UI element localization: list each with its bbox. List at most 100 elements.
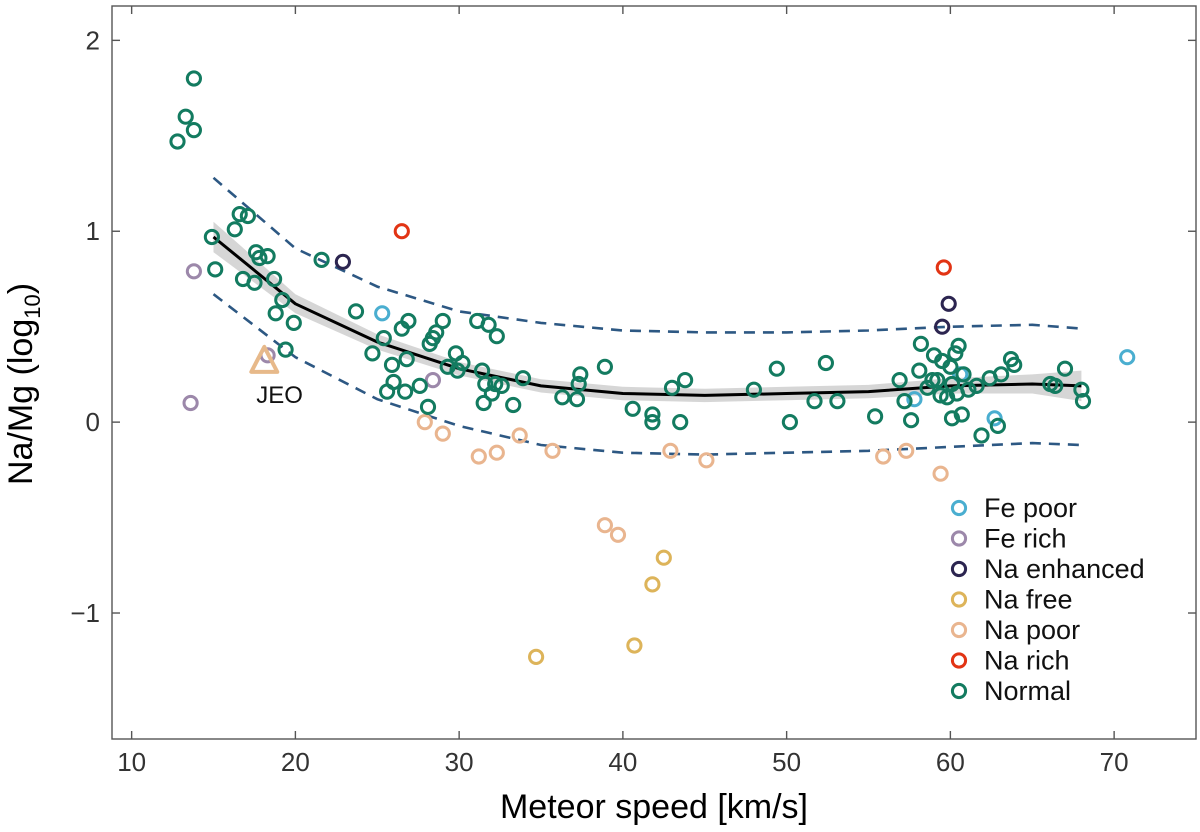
point-normal xyxy=(428,324,445,341)
point-normal xyxy=(185,70,202,87)
point-normal xyxy=(439,358,456,375)
point-normal xyxy=(347,303,365,320)
point-normal xyxy=(1006,356,1023,373)
x-tick-label: 30 xyxy=(445,747,474,777)
point-normal xyxy=(226,221,243,238)
point-normal xyxy=(993,366,1010,383)
y-axis-label: Na/Mg (log10) xyxy=(2,283,45,485)
x-tick-label: 70 xyxy=(1100,747,1129,777)
data-points-layer xyxy=(169,70,1136,666)
point-normal xyxy=(942,358,959,375)
legend-marker-fe-rich xyxy=(950,530,968,547)
point-normal xyxy=(955,366,972,383)
point-normal xyxy=(960,381,977,398)
point-na-enhanced xyxy=(334,253,351,270)
plot-frame xyxy=(111,5,1197,740)
point-normal xyxy=(505,396,522,414)
point-normal xyxy=(207,261,224,278)
point-na-poor xyxy=(932,465,949,482)
point-na-poor xyxy=(898,442,915,459)
x-tick-label: 20 xyxy=(281,747,310,777)
legend-marker-na-enhanced xyxy=(950,560,968,578)
point-normal xyxy=(239,207,256,225)
point-fe-poor xyxy=(986,410,1003,427)
point-normal xyxy=(568,391,586,408)
point-normal xyxy=(185,122,202,139)
point-normal xyxy=(383,356,401,373)
point-normal xyxy=(169,133,186,150)
point-na-poor xyxy=(662,442,679,459)
point-normal xyxy=(251,249,268,267)
point-normal xyxy=(313,251,330,268)
point-normal xyxy=(911,362,928,379)
x-tick-label: 50 xyxy=(772,747,801,777)
point-normal xyxy=(480,316,497,333)
x-tick-label: 60 xyxy=(936,747,965,777)
point-normal xyxy=(1073,381,1090,398)
point-na-rich xyxy=(393,223,410,240)
x-tick-label: 40 xyxy=(608,747,637,777)
point-normal xyxy=(939,389,956,406)
point-normal xyxy=(475,394,492,412)
point-normal xyxy=(912,335,930,352)
point-na-poor xyxy=(470,448,487,465)
point-na-enhanced xyxy=(940,295,957,312)
point-normal xyxy=(644,414,661,431)
point-normal xyxy=(896,393,913,410)
point-normal xyxy=(411,377,428,394)
point-normal xyxy=(454,354,471,372)
point-normal xyxy=(375,330,392,347)
point-na-poor xyxy=(511,427,528,444)
point-normal xyxy=(364,345,381,362)
point-normal xyxy=(903,412,920,429)
legend-marker-na-free xyxy=(950,591,968,608)
x-tick-label: 10 xyxy=(117,747,146,777)
point-normal xyxy=(274,291,291,309)
point-normal xyxy=(829,393,846,410)
point-na-poor xyxy=(488,444,505,461)
point-normal xyxy=(398,351,415,368)
point-normal xyxy=(891,372,908,389)
point-na-rich xyxy=(935,259,952,276)
point-normal xyxy=(266,270,283,288)
point-na-poor xyxy=(544,442,561,459)
point-normal xyxy=(947,345,964,362)
point-na-free xyxy=(528,648,545,666)
point-na-poor xyxy=(875,448,892,465)
x-axis-label: Meteor speed [km/s] xyxy=(500,788,808,826)
point-na-poor xyxy=(596,517,614,534)
point-normal xyxy=(596,358,614,375)
legend-marker-fe-poor xyxy=(950,499,968,517)
point-na-poor xyxy=(416,414,433,431)
legend-marker-na-rich xyxy=(950,652,968,669)
legend-label-na-rich: Na rich xyxy=(984,646,1070,676)
point-normal xyxy=(572,366,589,383)
point-normal xyxy=(231,206,248,223)
point-normal xyxy=(924,372,941,389)
point-normal xyxy=(246,274,263,291)
y-axis-label-subscript: 10 xyxy=(20,294,45,318)
point-na-poor xyxy=(434,425,451,442)
fit-line-layer xyxy=(212,235,1082,397)
point-normal xyxy=(483,385,500,402)
point-normal xyxy=(677,372,694,389)
prediction-interval-layer xyxy=(212,176,1082,456)
point-normal xyxy=(488,328,505,345)
y-tick-label: 2 xyxy=(86,25,100,55)
point-normal xyxy=(781,414,799,431)
point-normal xyxy=(953,406,970,423)
point-normal xyxy=(1056,360,1074,377)
point-fe-rich xyxy=(182,394,199,412)
point-normal xyxy=(672,414,689,431)
y-tick-label: 1 xyxy=(86,216,100,246)
point-na-poor xyxy=(698,452,715,469)
point-normal xyxy=(624,400,641,417)
jeo-label: JEO xyxy=(256,382,303,409)
point-normal xyxy=(267,305,284,322)
point-fe-poor xyxy=(906,391,923,408)
legend-marker-na-poor xyxy=(950,621,968,639)
point-normal xyxy=(929,372,946,389)
point-normal xyxy=(177,108,194,125)
